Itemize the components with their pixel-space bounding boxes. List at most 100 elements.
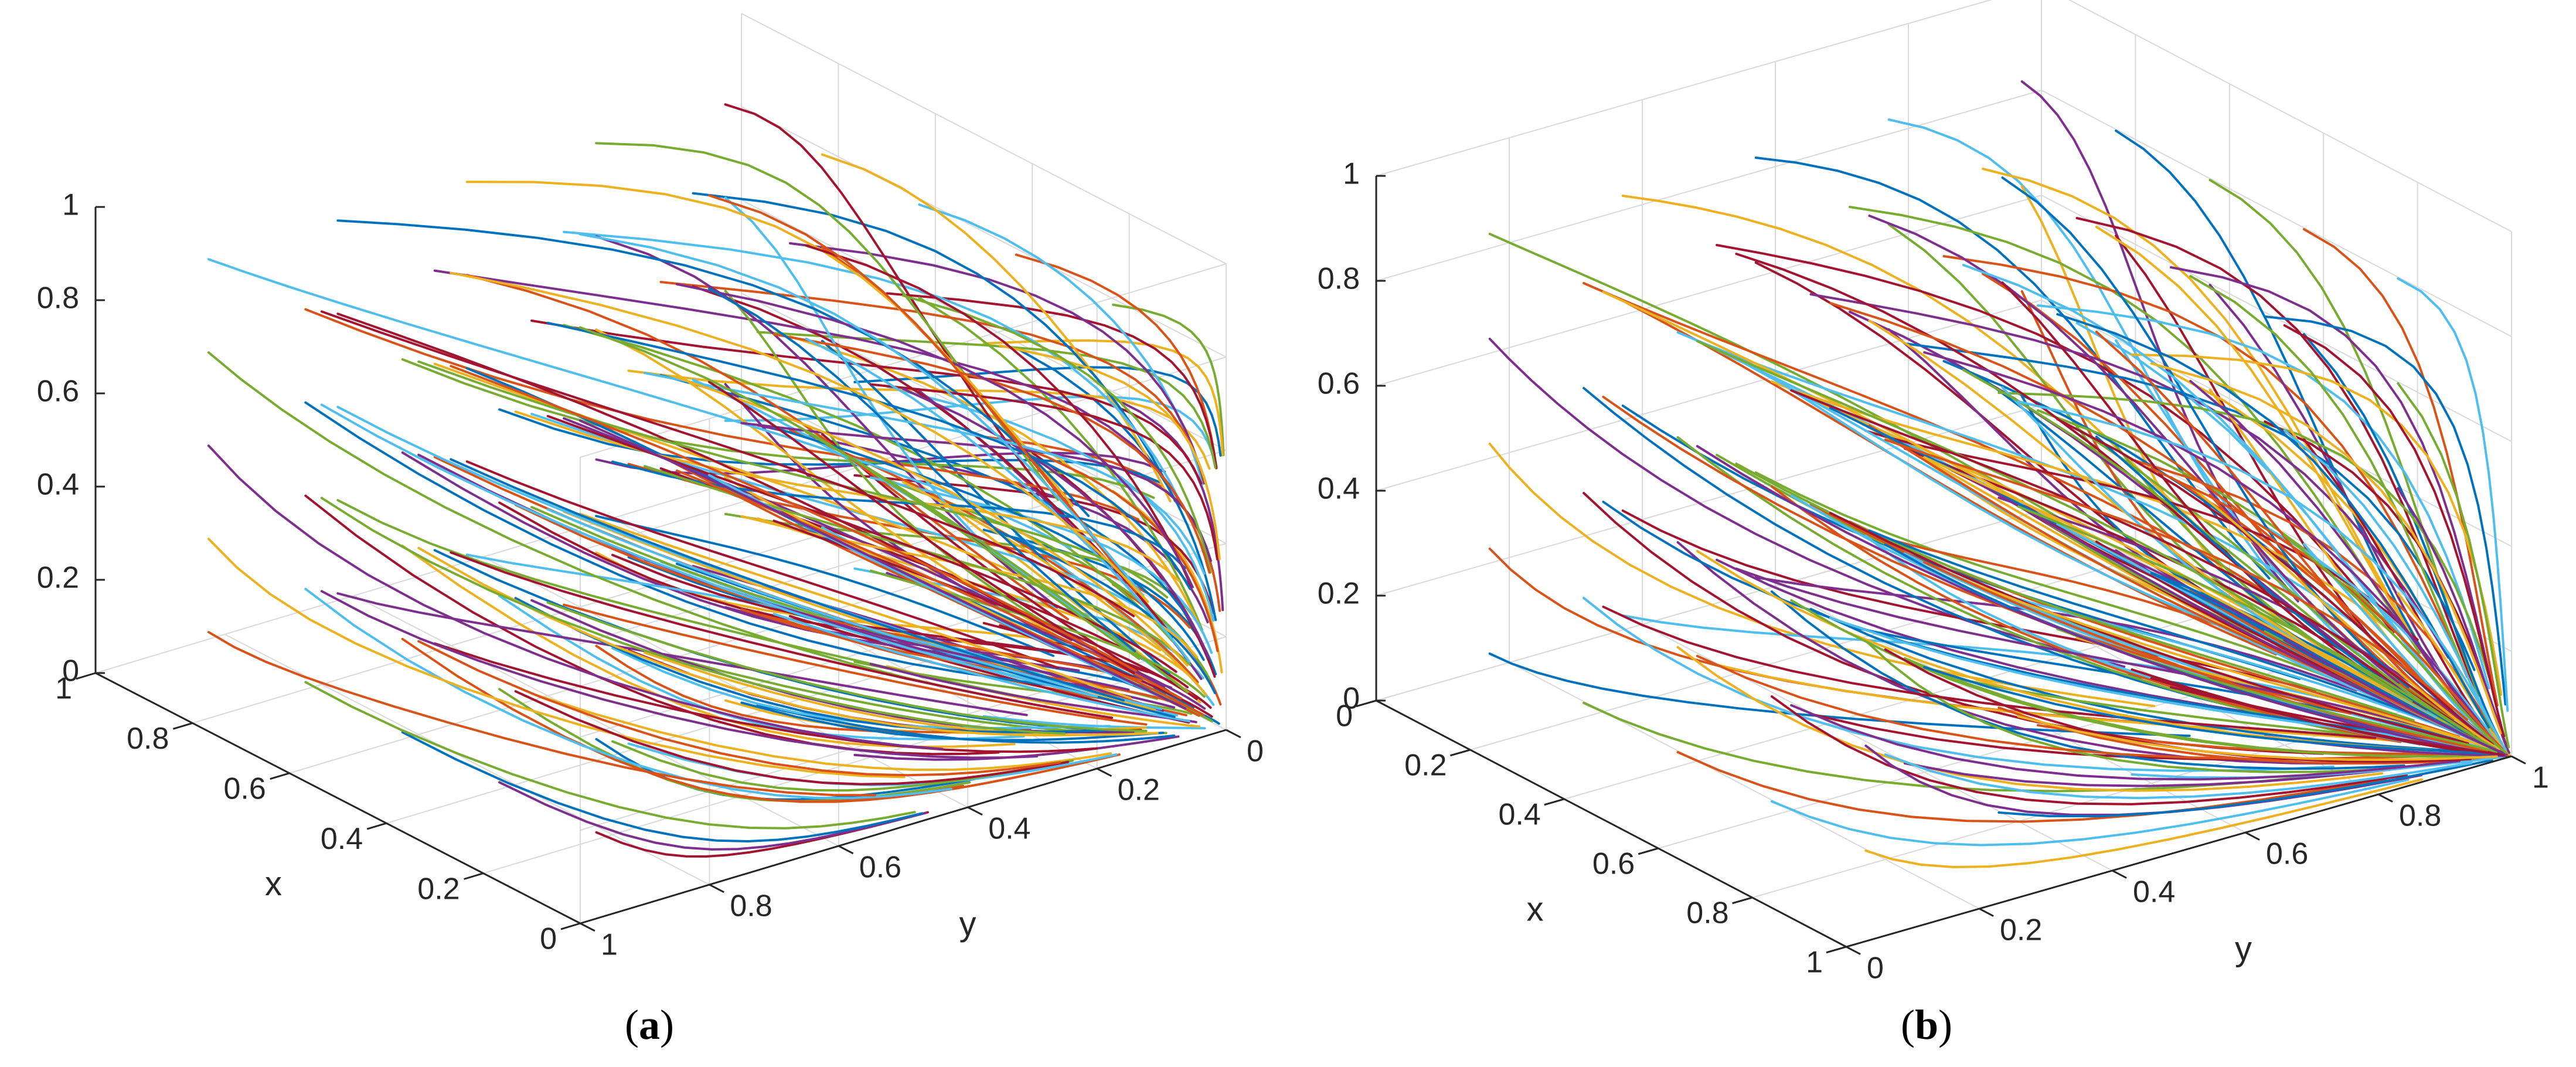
- trajectory-line: [1488, 548, 2176, 726]
- trajectory-line: [207, 631, 876, 797]
- trajectory-line: [2150, 467, 2504, 750]
- trajectory-line: [417, 546, 1094, 737]
- trajectory-line: [676, 376, 1189, 667]
- trajectory-line: [1884, 439, 2468, 721]
- trajectory-line: [1015, 346, 1217, 621]
- trajectory-line: [450, 271, 1149, 603]
- y-tick-label: 0.4: [2133, 875, 2175, 909]
- trajectory-line: [2397, 277, 2509, 712]
- trajectory-line: [2075, 217, 2476, 689]
- trajectory-line: [1923, 666, 2490, 755]
- trajectory-line: [1962, 579, 2483, 746]
- trajectory-line: [2189, 485, 2500, 750]
- trajectory-line: [530, 320, 1203, 485]
- trajectory-line: [659, 467, 1189, 689]
- y-tick-label: 0.8: [730, 889, 772, 923]
- trajectory-line: [2056, 628, 2498, 753]
- trajectory-line: [805, 337, 1191, 663]
- grid-line: [741, 106, 1227, 358]
- grid-line: [2041, 300, 2512, 547]
- x-tick-mark: [1356, 699, 1377, 708]
- y-tick-label: 0.6: [2266, 837, 2308, 871]
- x-axis: [95, 672, 581, 925]
- trajectory-line: [901, 481, 1207, 696]
- z-tick-label: 0.2: [1318, 577, 1360, 611]
- x-tick-mark: [270, 772, 290, 780]
- trajectory-line: [659, 374, 1199, 634]
- trajectory-line: [546, 321, 1192, 590]
- x-tick-label: 0.4: [1499, 798, 1541, 832]
- x-tick-mark: [464, 872, 484, 880]
- trajectory-line: [2397, 487, 2510, 754]
- trajectory-line: [692, 192, 1176, 502]
- y-tick-mark: [2378, 793, 2393, 803]
- trajectory-line: [450, 365, 1137, 672]
- trajectory-line: [2283, 429, 2507, 750]
- trajectory-line: [1864, 430, 2419, 641]
- trajectory-line: [320, 310, 1135, 617]
- z-tick-label: 0.8: [37, 281, 79, 315]
- trajectory-line: [1868, 215, 2400, 684]
- grid-line: [2068, 0, 2512, 232]
- trajectory-line: [579, 233, 1145, 597]
- trajectory-line: [627, 369, 1211, 470]
- x-tick-mark: [172, 722, 193, 730]
- grid-line: [1376, 405, 2042, 596]
- trajectory-line: [853, 366, 1222, 457]
- trajectory-line: [2397, 382, 2510, 749]
- y-axis: [580, 729, 1227, 925]
- trajectory-line: [2264, 315, 2507, 706]
- z-tick-label: 0.6: [1318, 367, 1360, 401]
- trajectory-line: [999, 344, 1221, 560]
- caption-b: (b): [1901, 1001, 1952, 1048]
- caption-a-letter: a: [639, 1001, 660, 1048]
- trajectory-line: [1997, 759, 2493, 818]
- y-tick-mark: [838, 845, 854, 855]
- trajectory-line: [2283, 639, 2508, 756]
- y-tick-label: 1: [601, 928, 618, 962]
- trajectory-line: [1770, 590, 2405, 770]
- trajectory-line: [2150, 677, 2505, 756]
- trajectory-line: [336, 592, 1028, 716]
- trajectory-line: [1112, 303, 1225, 457]
- x-axis-label: x: [1527, 890, 1544, 928]
- trajectory-line: [1829, 302, 2454, 711]
- trajectory-line: [708, 287, 1136, 653]
- y-tick-mark: [580, 922, 595, 932]
- trajectory-line: [1923, 351, 2481, 723]
- trajectory-line: [644, 465, 1192, 666]
- grid-line: [289, 579, 936, 774]
- trajectory-line: [773, 613, 1190, 723]
- trajectory-line: [2302, 228, 2499, 706]
- grid-line: [1376, 509, 2042, 701]
- trajectory-line: [2020, 185, 2339, 660]
- x-tick-mark: [1449, 749, 1471, 757]
- trajectory-line: [1770, 778, 2410, 847]
- trajectory-line: [1884, 753, 2473, 800]
- trajectory-line: [1676, 751, 2387, 823]
- trajectory-line: [676, 469, 1182, 700]
- trajectory-line: [724, 103, 1047, 497]
- trajectory-line: [1676, 541, 2378, 765]
- z-tick-label: 0.4: [1318, 472, 1360, 506]
- trajectory-line: [805, 430, 1189, 694]
- grid-line: [1376, 300, 2042, 491]
- y-tick-label: 0.4: [988, 812, 1030, 846]
- z-tick-label: 0.8: [1318, 262, 1360, 296]
- x-axis-label: x: [265, 865, 282, 903]
- panel-a: 00.20.40.60.8100.20.40.60.8100.20.40.60.…: [37, 13, 1264, 962]
- z-tick-label: 0: [62, 654, 79, 688]
- trajectory-line: [1583, 282, 2274, 597]
- trajectory-line: [579, 512, 1132, 699]
- x-tick-label: 1: [1806, 946, 1823, 980]
- trajectory-line: [1790, 389, 2449, 715]
- trajectory-line: [1488, 443, 2156, 708]
- trajectory-line: [2283, 324, 2506, 738]
- z-tick-label: 1: [1343, 157, 1360, 191]
- x-tick-label: 0.8: [127, 722, 169, 756]
- trajectory-line: [2017, 505, 2497, 750]
- trajectory-line: [1754, 471, 2349, 686]
- grid-line: [1470, 559, 2136, 750]
- y-tick-label: 1: [2532, 761, 2549, 795]
- trajectory-line: [2150, 362, 2502, 735]
